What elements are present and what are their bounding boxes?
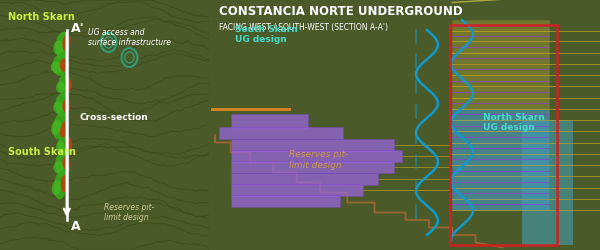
- Bar: [230, 184, 363, 196]
- Ellipse shape: [53, 101, 64, 114]
- Text: Reserves pit-
limit design: Reserves pit- limit design: [289, 150, 348, 170]
- Bar: [219, 127, 343, 139]
- Bar: [452, 75, 550, 86]
- Text: North Skarn: North Skarn: [8, 12, 75, 22]
- Bar: [452, 98, 550, 109]
- Bar: [452, 52, 550, 64]
- Bar: [452, 64, 550, 75]
- Bar: [452, 30, 550, 41]
- Bar: [452, 120, 550, 131]
- Bar: [451, 25, 557, 245]
- Ellipse shape: [53, 111, 68, 139]
- Ellipse shape: [52, 54, 68, 76]
- Text: CONSTANCIA NORTE UNDERGROUND: CONSTANCIA NORTE UNDERGROUND: [219, 5, 463, 18]
- Text: Reserves pit-
limit design: Reserves pit- limit design: [104, 202, 155, 222]
- Text: North Skarn
UG design: North Skarn UG design: [484, 112, 545, 132]
- Bar: [452, 154, 550, 165]
- Bar: [452, 165, 550, 176]
- Ellipse shape: [65, 79, 72, 92]
- Bar: [230, 150, 402, 162]
- Ellipse shape: [60, 58, 69, 71]
- Ellipse shape: [61, 175, 68, 192]
- Text: FACING WEST / SOUTH-WEST (SECTION A-A'): FACING WEST / SOUTH-WEST (SECTION A-A'): [219, 23, 388, 32]
- Ellipse shape: [53, 40, 64, 54]
- Ellipse shape: [51, 120, 62, 135]
- Ellipse shape: [55, 154, 70, 176]
- Text: South Skarn
UG design: South Skarn UG design: [235, 25, 297, 44]
- Bar: [230, 161, 394, 173]
- Bar: [452, 86, 550, 98]
- Ellipse shape: [65, 137, 72, 151]
- Ellipse shape: [55, 32, 70, 58]
- Ellipse shape: [62, 99, 70, 113]
- Text: UG access and
surface infrastructure: UG access and surface infrastructure: [88, 28, 170, 47]
- Ellipse shape: [56, 141, 65, 154]
- Bar: [452, 109, 550, 120]
- Bar: [452, 142, 550, 154]
- Bar: [230, 172, 379, 184]
- Bar: [230, 114, 308, 128]
- Ellipse shape: [56, 82, 65, 93]
- Bar: [452, 41, 550, 52]
- Bar: [452, 199, 550, 210]
- Ellipse shape: [58, 133, 71, 157]
- Bar: [522, 120, 573, 245]
- Ellipse shape: [52, 180, 61, 195]
- Ellipse shape: [60, 121, 68, 138]
- Ellipse shape: [53, 161, 64, 174]
- Ellipse shape: [62, 34, 71, 50]
- Ellipse shape: [58, 74, 71, 96]
- Text: A': A': [71, 22, 85, 36]
- Bar: [230, 195, 340, 207]
- Ellipse shape: [51, 62, 62, 74]
- Text: A: A: [71, 220, 80, 233]
- Bar: [452, 188, 550, 199]
- Text: Cross-section: Cross-section: [79, 113, 148, 122]
- Bar: [452, 20, 550, 31]
- Ellipse shape: [55, 94, 70, 116]
- Bar: [230, 139, 394, 151]
- Ellipse shape: [62, 156, 71, 170]
- Text: South Skarn: South Skarn: [8, 147, 76, 157]
- Bar: [452, 176, 550, 188]
- Ellipse shape: [54, 170, 67, 200]
- Bar: [452, 131, 550, 142]
